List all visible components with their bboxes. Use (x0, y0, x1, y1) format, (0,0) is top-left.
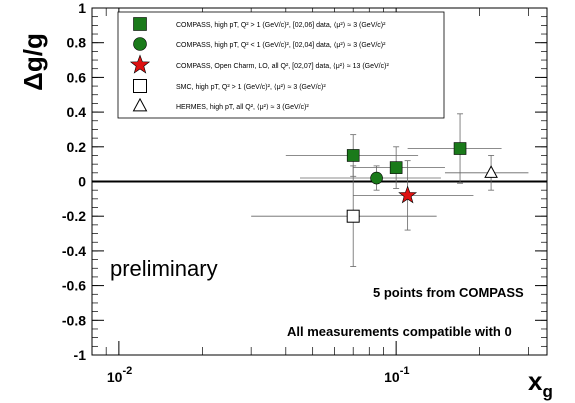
y-tick-label: 0.8 (67, 35, 87, 51)
marker-open-square (133, 79, 147, 93)
marker-open-square (346, 209, 360, 223)
marker-star (398, 185, 418, 204)
y-tick-label: 0.6 (67, 69, 87, 85)
marker-circle (370, 171, 383, 185)
x-axis-label: xg (528, 366, 553, 401)
annotation-points-note: 5 points from COMPASS (373, 285, 524, 300)
marker-square (389, 161, 403, 174)
marker-star (129, 54, 151, 74)
marker-open-triangle (484, 165, 498, 178)
marker-square (453, 142, 467, 155)
y-tick-label: 0 (78, 174, 86, 190)
legend-entry-label: COMPASS, high pT, Q² < 1 (GeV/c)², [02,0… (176, 41, 386, 49)
y-tick-label: -1 (74, 347, 87, 363)
legend-entry-label: HERMES, high pT, all Q², ⟨μ²⟩ ≈ 3 (GeV/c… (176, 103, 309, 111)
y-tick-label: -0.4 (62, 243, 86, 259)
annotation-preliminary: preliminary (110, 256, 218, 281)
y-tick-label: 0.4 (67, 104, 87, 120)
y-tick-label: 1 (78, 0, 86, 16)
legend: COMPASS, high pT, Q² > 1 (GeV/c)², [02,0… (117, 11, 445, 119)
ticks-layer: 1 0.8 0.6 0.4 0.2 0 -0.2 -0.4 -0.6 -0.8 -1 10-2 10-1 (62, 0, 547, 385)
y-tick-label: -0.2 (62, 208, 86, 224)
marker-square (346, 149, 360, 162)
annotation-compat-note: All measurements compatible with 0 (287, 324, 512, 339)
x-tick-label: 10-1 (384, 365, 409, 385)
legend-entry-label: SMC, high pT, Q² > 1 (GeV/c)², ⟨μ²⟩ ≈ 3 … (176, 83, 326, 91)
y-tick-label: 0.2 (67, 139, 87, 155)
legend-entry-label: COMPASS, Open Charm, LO, all Q², [02,07]… (176, 62, 389, 70)
axis-labels: Δg/g xg (18, 33, 553, 401)
marker-circle (133, 37, 147, 51)
points-layer (251, 113, 529, 267)
legend-entries: COMPASS, high pT, Q² > 1 (GeV/c)², [02,0… (129, 17, 389, 112)
legend-entry-label: COMPASS, high pT, Q² > 1 (GeV/c)², [02,0… (176, 21, 386, 29)
legend-box (117, 11, 445, 119)
y-axis-label: Δg/g (18, 33, 48, 91)
marker-square (133, 17, 147, 31)
marker-open-triangle (132, 97, 148, 112)
y-tick-label: -0.8 (62, 312, 86, 328)
y-tick-label: -0.6 (62, 278, 86, 294)
x-tick-label: 10-2 (107, 365, 132, 385)
